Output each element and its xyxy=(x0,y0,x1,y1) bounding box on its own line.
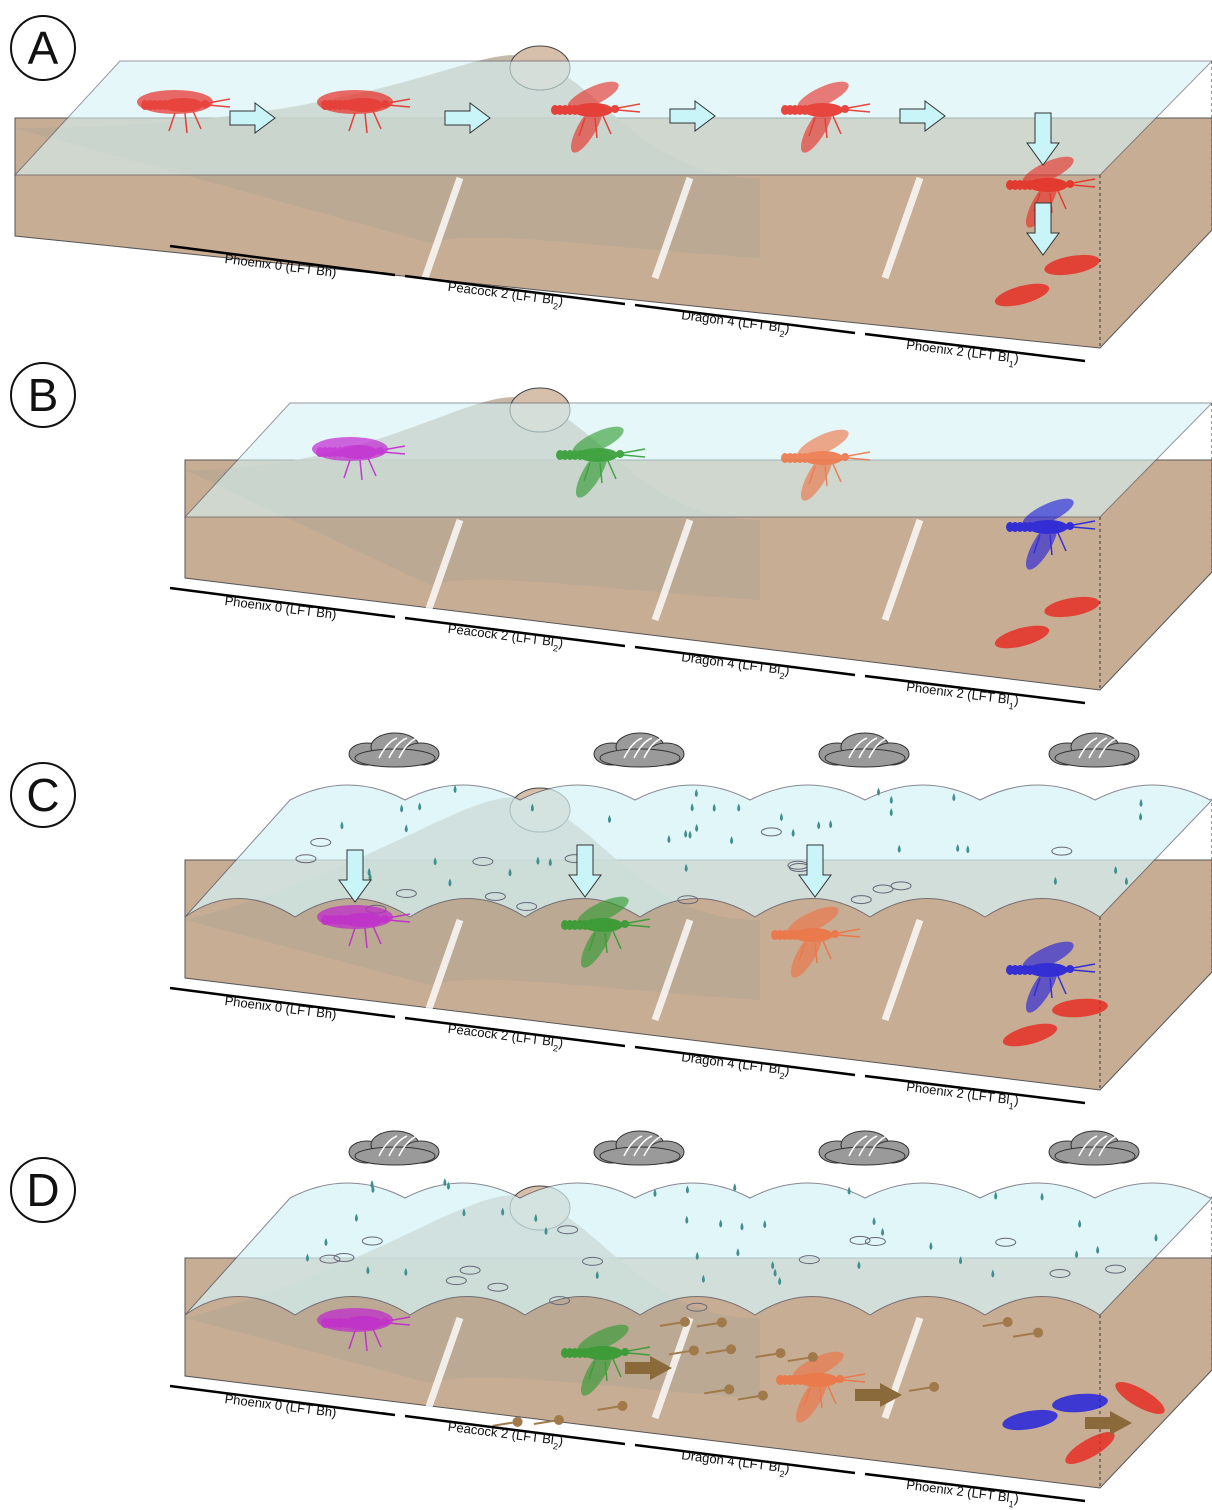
cloud-puff xyxy=(825,1147,905,1165)
rain-drop xyxy=(447,1182,450,1190)
site-label: Dragon 4 (LFT Bl2) xyxy=(680,1049,790,1081)
site-close: ) xyxy=(1013,1491,1019,1506)
rain-drop xyxy=(733,1183,736,1191)
water xyxy=(15,61,1212,175)
site-name: Dragon 4 (LFT Bl xyxy=(681,1049,782,1076)
site-close: ) xyxy=(558,1035,564,1050)
head xyxy=(1066,180,1074,188)
site-label: Phoenix 2 (LFT Bl1) xyxy=(905,679,1020,712)
wing xyxy=(137,90,213,114)
site-name: Dragon 4 (LFT Bl xyxy=(681,1447,782,1474)
site-close: ) xyxy=(784,320,790,335)
site-name: Phoenix 2 (LFT Bl xyxy=(905,679,1010,707)
cloud-puff xyxy=(600,749,680,767)
site-close: ) xyxy=(784,1460,790,1475)
cloud-puff xyxy=(355,1147,435,1165)
site-close: ) xyxy=(784,662,790,677)
cloud-puff xyxy=(600,1147,680,1165)
water xyxy=(185,1183,1212,1315)
head xyxy=(836,1375,844,1383)
cloud xyxy=(819,1131,909,1165)
site-name: Phoenix 2 (LFT Bl xyxy=(905,1079,1010,1107)
site-close: ) xyxy=(1013,693,1019,708)
site-label: Phoenix 0 (LFT Bh) xyxy=(224,593,337,622)
panel: Phoenix 0 (LFT Bh)Peacock 2 (LFT Bl2)Dra… xyxy=(11,1131,1212,1510)
panel-label: C xyxy=(26,769,59,821)
head xyxy=(1066,965,1074,973)
panel: Phoenix 0 (LFT Bh) Peacock 2 (LFT Bl2) Dra… xyxy=(11,733,1212,1112)
site-label: Phoenix 0 (LFT Bh) xyxy=(224,993,337,1022)
panel-label: A xyxy=(28,22,59,74)
site-name: Dragon 4 (LFT Bl xyxy=(681,649,782,676)
cloud-puff xyxy=(1055,749,1135,767)
site-close: ) xyxy=(784,1062,790,1077)
site-label: Peacock 2 (LFT Bl2) xyxy=(447,1021,565,1054)
cloud xyxy=(594,1131,684,1165)
head xyxy=(611,105,619,113)
site-label: Phoenix 2 (LFT Bl1) xyxy=(905,1079,1020,1112)
rain-drop xyxy=(848,1187,851,1195)
head xyxy=(616,450,624,458)
site-close: ) xyxy=(1013,1093,1019,1108)
site-close: ) xyxy=(1013,351,1019,366)
site-close: ) xyxy=(558,1433,564,1448)
head xyxy=(621,1348,629,1356)
figure: Phoenix 0 (LFT Bh) Peacock 2 (LFT Bl2) Dra… xyxy=(0,0,1212,1510)
head xyxy=(831,930,839,938)
cloud xyxy=(349,733,439,767)
site-name: Peacock 2 (LFT Bl xyxy=(447,1021,555,1049)
site-label: Peacock 2 (LFT Bl2) xyxy=(447,621,565,654)
cloud-puff xyxy=(1055,1147,1135,1165)
site-name: Phoenix 2 (LFT Bl xyxy=(905,337,1010,365)
site-label: Phoenix 2 (LFT Bl1) xyxy=(905,1477,1020,1510)
site-name: Phoenix 2 (LFT Bl xyxy=(905,1477,1010,1505)
site-label: Dragon 4 (LFT Bl2) xyxy=(680,649,790,681)
cloud xyxy=(594,733,684,767)
panel-label: D xyxy=(26,1164,59,1216)
head xyxy=(1066,522,1074,530)
cloud xyxy=(349,1131,439,1165)
site-label: Dragon 4 (LFT Bl2) xyxy=(680,1447,790,1479)
head xyxy=(841,453,849,461)
head xyxy=(621,920,629,928)
water xyxy=(185,785,1212,917)
site-name: Phoenix 0 (LFT Bh) xyxy=(224,1391,337,1420)
wing xyxy=(317,1308,393,1332)
head xyxy=(841,105,849,113)
wing xyxy=(312,437,388,461)
wing xyxy=(317,90,393,114)
cloud xyxy=(1049,733,1139,767)
rain-drop xyxy=(443,1178,446,1186)
wing xyxy=(317,905,393,929)
cloud xyxy=(1049,1131,1139,1165)
panel: Phoenix 0 (LFT Bh) Peacock 2 (LFT Bl2) Dra… xyxy=(11,363,1212,712)
site-label: Phoenix 0 (LFT Bh) xyxy=(224,1391,337,1420)
panel-label: B xyxy=(28,369,59,421)
cloud-puff xyxy=(355,749,435,767)
panel: Phoenix 0 (LFT Bh)Peacock 2 (LFT Bl2)Dra… xyxy=(11,0,1212,370)
site-name: Phoenix 0 (LFT Bh) xyxy=(224,993,337,1022)
cloud-puff xyxy=(825,749,905,767)
rain-drop xyxy=(877,788,880,796)
site-label: Phoenix 2 (LFT Bl1) xyxy=(905,337,1020,370)
site-close: ) xyxy=(558,293,564,308)
site-close: ) xyxy=(558,635,564,650)
site-name: Peacock 2 (LFT Bl xyxy=(447,621,555,649)
site-name: Phoenix 0 (LFT Bh) xyxy=(224,593,337,622)
cloud xyxy=(819,733,909,767)
